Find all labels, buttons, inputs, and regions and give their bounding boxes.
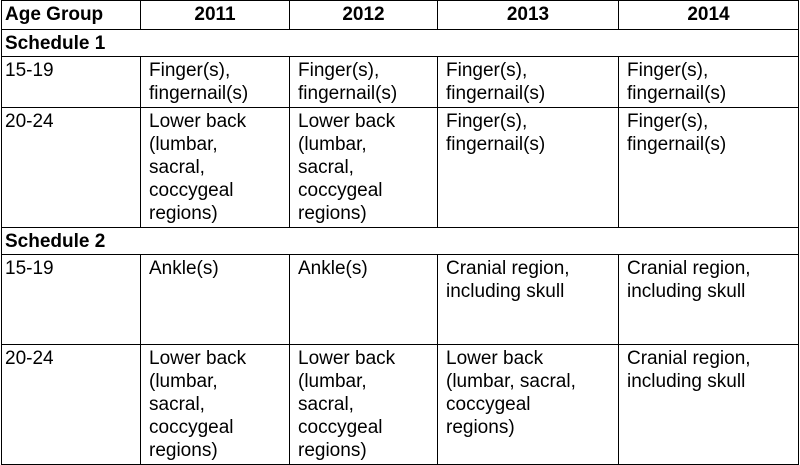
table-cell: Lower back (lumbar, sacral, coccygeal re…	[289, 344, 438, 465]
age-group-cell: 15-19	[1, 254, 141, 345]
table-cell: Cranial region, including skull	[618, 254, 799, 345]
cell-text: Finger(s), fingernail(s)	[149, 60, 249, 104]
table-cell: Lower back (lumbar, sacral, coccygeal re…	[437, 344, 619, 465]
cell-text: Cranial region, including skull	[627, 258, 751, 302]
schedule-2-title: Schedule 2	[1, 227, 799, 255]
header-year-2012: 2012	[289, 0, 438, 30]
cell-text: Ankle(s)	[149, 258, 219, 279]
table-cell: Ankle(s)	[289, 254, 438, 345]
header-year-2014: 2014	[618, 0, 799, 30]
table-cell: Finger(s), fingernail(s)	[618, 56, 799, 108]
table-cell: Finger(s), fingernail(s)	[140, 56, 290, 108]
cell-text: Lower back (lumbar, sacral, coccygeal re…	[298, 348, 396, 461]
table-row: 15-19 Finger(s), fingernail(s) Finger(s)…	[1, 56, 799, 108]
table-cell: Ankle(s)	[140, 254, 290, 345]
age-group-cell: 20-24	[1, 344, 141, 465]
cell-text: Lower back (lumbar, sacral, coccygeal re…	[149, 348, 247, 461]
table-row: 20-24 Lower back (lumbar, sacral, coccyg…	[1, 107, 799, 228]
schedule-1-title: Schedule 1	[1, 29, 799, 57]
cell-text: Cranial region, including skull	[446, 258, 570, 302]
table-cell: Finger(s), fingernail(s)	[437, 56, 619, 108]
cell-text: Finger(s), fingernail(s)	[627, 111, 727, 155]
table-cell: Lower back (lumbar, sacral, coccygeal re…	[289, 107, 438, 228]
table-cell: Lower back (lumbar, sacral, coccygeal re…	[140, 107, 290, 228]
table-row: 20-24 Lower back (lumbar, sacral, coccyg…	[1, 344, 799, 465]
header-year-2011: 2011	[140, 0, 290, 30]
cell-text: Lower back (lumbar, sacral, coccygeal re…	[446, 348, 576, 438]
cell-text: Finger(s), fingernail(s)	[446, 111, 546, 155]
table-cell: Cranial region, including skull	[618, 344, 799, 465]
table-row: 15-19 Ankle(s) Ankle(s) Cranial region, …	[1, 254, 799, 345]
age-group-cell: 20-24	[1, 107, 141, 228]
table-header-row: Age Group 2011 2012 2013 2014	[1, 0, 799, 30]
cell-text: Finger(s), fingernail(s)	[446, 60, 546, 104]
table-cell: Lower back (lumbar, sacral, coccygeal re…	[140, 344, 290, 465]
cell-text: Lower back (lumbar, sacral, coccygeal re…	[298, 111, 396, 224]
cell-text: Finger(s), fingernail(s)	[298, 60, 398, 104]
cell-text: Lower back (lumbar, sacral, coccygeal re…	[149, 111, 247, 224]
schedule-section-row: Schedule 1	[1, 29, 799, 57]
schedule-section-row: Schedule 2	[1, 227, 799, 255]
header-age-group: Age Group	[1, 0, 141, 30]
table-cell: Finger(s), fingernail(s)	[437, 107, 619, 228]
table-cell: Finger(s), fingernail(s)	[618, 107, 799, 228]
cell-text: Cranial region, including skull	[627, 348, 751, 392]
cell-text: Finger(s), fingernail(s)	[627, 60, 727, 104]
cell-text: Ankle(s)	[298, 258, 368, 279]
header-year-2013: 2013	[437, 0, 619, 30]
age-group-cell: 15-19	[1, 56, 141, 108]
table-cell: Cranial region, including skull	[437, 254, 619, 345]
table-cell: Finger(s), fingernail(s)	[289, 56, 438, 108]
